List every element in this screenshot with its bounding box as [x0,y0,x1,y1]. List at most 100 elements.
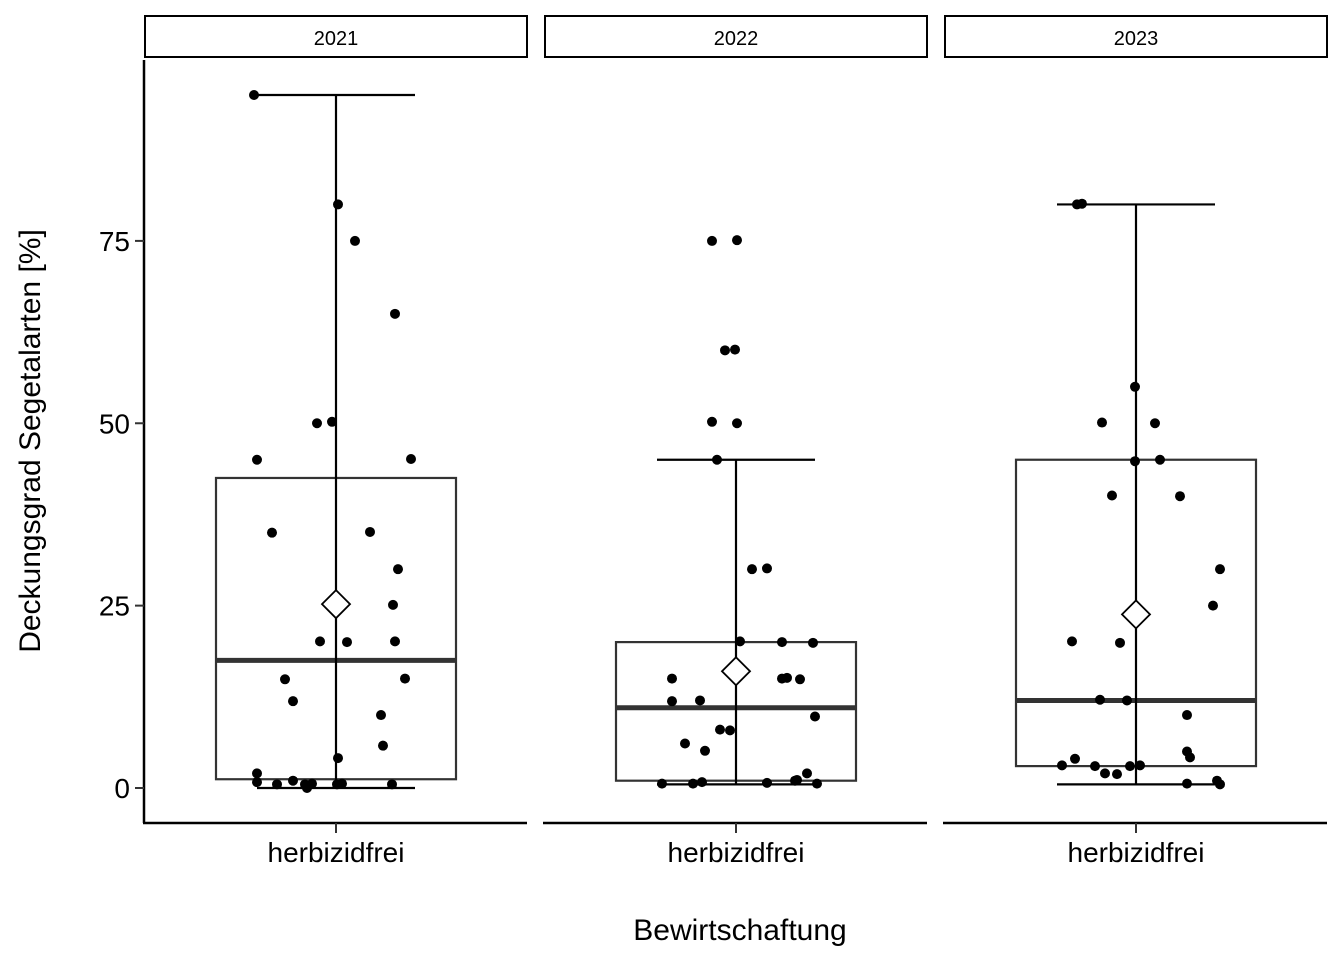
data-point [390,308,400,319]
data-point [1107,490,1117,501]
data-point [812,778,822,789]
data-point [267,527,277,538]
data-point [1057,760,1067,771]
data-point [680,738,690,749]
data-point [252,454,262,465]
data-point [315,636,325,647]
data-point [802,768,812,779]
data-point [400,673,410,684]
data-point [272,779,282,790]
data-point [700,745,710,756]
data-point [378,740,388,751]
data-point [1150,418,1160,429]
data-point [1122,695,1132,706]
data-point [1182,778,1192,789]
data-point [365,526,375,537]
data-point [1125,761,1135,772]
data-point [730,344,740,355]
y-tick-label: 75 [99,226,130,257]
x-tick-label: herbizidfrei [1068,837,1205,868]
data-point [288,775,298,786]
data-point [252,777,262,788]
data-point [810,711,820,722]
data-point [1155,454,1165,465]
y-tick-label: 50 [99,408,130,439]
data-point [249,90,259,101]
data-point [735,636,745,647]
data-point [777,637,787,648]
facet-panel-2021: 2021 herbizidfrei [143,15,528,868]
facet-panel-2022: 2022 herbizidfrei [543,15,928,868]
mean-marker [320,588,352,620]
data-point [327,416,337,427]
data-point [732,235,742,246]
data-point [288,696,298,707]
data-point [337,778,347,789]
data-point [688,778,698,789]
data-point [762,563,772,574]
data-point [333,199,343,210]
data-point [1185,752,1195,763]
data-point [387,779,397,790]
data-point [667,673,677,684]
data-point [782,672,792,683]
data-point [808,637,818,648]
data-point [393,564,403,575]
data-point [1112,769,1122,780]
facet-panels: 02550752021herbizidfrei2022herbizidfrei2… [99,15,1328,868]
data-point [657,778,667,789]
facet-strip [944,15,1328,58]
y-tick-label: 25 [99,591,130,622]
data-point [667,696,677,707]
facet-strip-label: 2023 [1114,28,1159,50]
x-tick-label: herbizidfrei [268,837,405,868]
data-point [1175,491,1185,502]
data-point [1208,600,1218,611]
x-axis-title: Bewirtschaftung [633,914,846,947]
data-point [1095,694,1105,705]
data-point [342,637,352,648]
facet-strip-label: 2022 [714,28,759,50]
y-axis-title: Deckungsgrad Segetalarten [%] [14,229,47,653]
data-point [1077,198,1087,209]
facet-strip-label: 2021 [314,28,359,50]
data-point [762,777,772,788]
data-point [695,695,705,706]
data-point [280,674,290,685]
data-point [1130,381,1140,392]
data-point [790,775,800,786]
facet-strip [144,15,528,58]
data-point [388,599,398,610]
data-point [732,418,742,429]
x-tick-label: herbizidfrei [668,837,805,868]
data-point [747,564,757,575]
data-point [697,777,707,788]
data-point [712,454,722,465]
data-point [1100,768,1110,779]
data-point [725,725,735,736]
data-point [707,416,717,427]
data-point [795,674,805,685]
mean-marker [720,656,752,687]
data-point [1135,760,1145,771]
facet-strip [544,15,928,58]
data-point [1115,637,1125,648]
data-point [312,418,322,429]
data-point [376,710,386,721]
data-point [333,753,343,764]
data-point [307,778,317,789]
data-point [1070,753,1080,764]
data-point [406,454,416,465]
data-point [252,768,262,779]
facet-panel-2023: 2023 herbizidfrei [943,15,1328,868]
data-point [390,636,400,647]
data-point [1215,564,1225,575]
data-point [1097,417,1107,428]
data-point [1090,761,1100,772]
data-point [1067,636,1077,647]
data-point [1215,779,1225,790]
data-point [1182,710,1192,721]
mean-marker [1120,599,1152,630]
data-point [707,235,717,246]
